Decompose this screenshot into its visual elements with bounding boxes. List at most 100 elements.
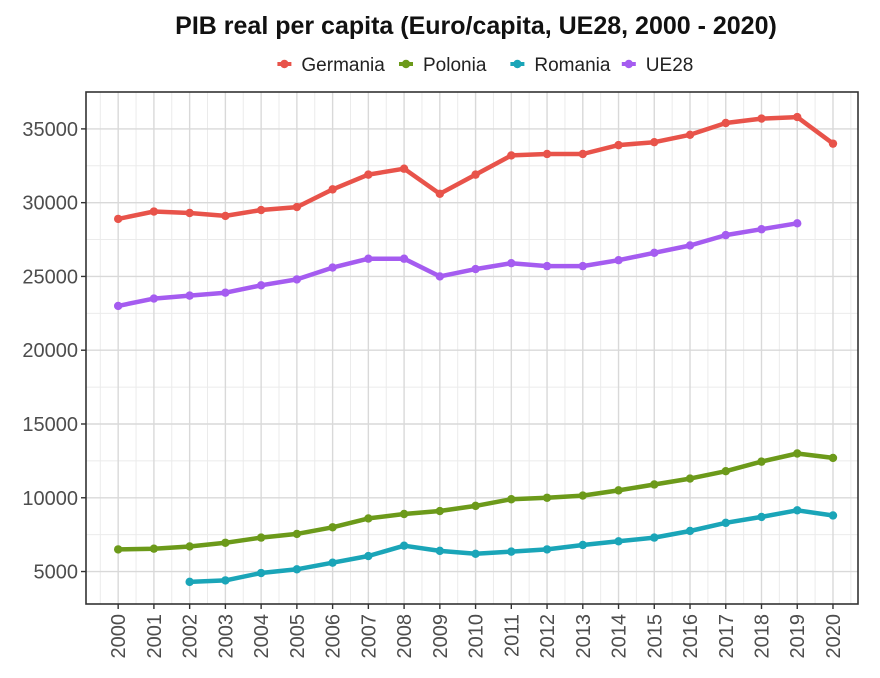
data-point-polonia-2017 (721, 467, 730, 476)
legend-label: Germania (301, 55, 385, 76)
legend: Germania Polonia Romania UE28 (277, 55, 693, 76)
data-point-polonia-2010 (471, 501, 480, 511)
data-point-romania-2008 (399, 541, 409, 550)
data-point-germania-2005 (292, 202, 302, 212)
data-point-polonia-2018 (757, 457, 766, 466)
data-point-polonia-2005 (292, 529, 302, 539)
data-point-polonia-2012 (542, 493, 552, 502)
data-point-polonia-2002 (185, 542, 194, 551)
data-point-polonia-2013 (578, 491, 587, 500)
data-point-romania-2012 (542, 545, 552, 554)
data-point-polonia-2001 (149, 544, 159, 553)
series-line-ue28 (115, 221, 800, 309)
data-point-ue28-2012 (542, 261, 552, 271)
data-point-romania-2009 (435, 546, 445, 556)
x-tick-label: 2003 (215, 614, 237, 659)
data-point-polonia-2019 (793, 449, 802, 458)
x-axis: 2000 2001 2002 2003 2004 2005 2006 2007 2008 2009… (108, 604, 845, 659)
data-point-ue28-2019 (793, 219, 802, 228)
data-point-ue28-2001 (149, 294, 159, 303)
data-point-polonia-2009 (435, 506, 445, 516)
data-point-romania-2016 (685, 526, 695, 536)
data-point-romania-2017 (721, 518, 730, 528)
data-point-ue28-2010 (471, 264, 480, 274)
data-point-polonia-2020 (828, 453, 838, 463)
data-point-germania-2014 (614, 140, 623, 150)
data-point-germania-2008 (399, 164, 409, 173)
data-point-ue28-2009 (435, 272, 445, 281)
x-tick-label: 2020 (823, 614, 845, 659)
data-point-germania-2010 (471, 170, 480, 179)
data-point-germania-2009 (435, 189, 445, 199)
legend-key-point (624, 59, 633, 69)
x-tick-label: 2011 (501, 614, 523, 657)
data-point-ue28-2000 (113, 301, 123, 311)
x-tick-label: 2019 (787, 614, 809, 659)
data-point-germania-2017 (721, 118, 730, 128)
data-point-ue28-2011 (507, 258, 516, 268)
data-point-germania-2012 (542, 149, 552, 159)
legend-key-point (513, 59, 522, 69)
data-point-germania-2018 (757, 114, 766, 123)
data-point-ue28-2005 (292, 275, 302, 284)
data-point-polonia-2011 (507, 495, 516, 504)
plot-panel (86, 92, 858, 604)
legend-label: Polonia (423, 55, 487, 76)
data-point-germania-2002 (185, 208, 194, 218)
data-point-ue28-2014 (614, 256, 623, 265)
series-germania (113, 112, 838, 224)
legend-item-polonia: Polonia (399, 55, 487, 76)
data-point-romania-2015 (650, 533, 659, 542)
series-polonia (113, 449, 838, 554)
data-point-ue28-2004 (256, 281, 266, 290)
series-ue28 (113, 219, 802, 311)
legend-item-germania: Germania (277, 55, 385, 76)
data-point-germania-2015 (650, 137, 659, 147)
data-point-romania-2003 (221, 576, 230, 585)
y-tick-label: 25000 (22, 266, 78, 288)
data-point-romania-2019 (793, 506, 802, 515)
data-point-polonia-2015 (650, 480, 659, 489)
data-point-germania-2019 (793, 112, 802, 122)
series-romania (185, 506, 838, 587)
x-tick-label: 2013 (573, 614, 595, 659)
x-tick-label: 2007 (358, 614, 380, 659)
data-point-polonia-2000 (113, 545, 123, 554)
data-point-ue28-2008 (399, 254, 409, 263)
x-tick-label: 2016 (680, 614, 702, 659)
x-tick-label: 2001 (144, 614, 166, 659)
data-point-romania-2005 (292, 565, 302, 574)
data-point-romania-2014 (614, 537, 623, 546)
series-layer (113, 112, 838, 587)
data-point-ue28-2003 (221, 288, 230, 297)
data-point-germania-2020 (828, 139, 838, 148)
data-point-polonia-2006 (328, 523, 337, 532)
legend-item-ue28: UE28 (621, 55, 694, 76)
y-tick-label: 5000 (34, 562, 79, 584)
x-tick-label: 2004 (251, 614, 273, 659)
data-point-ue28-2006 (328, 263, 337, 272)
data-point-germania-2006 (328, 185, 337, 194)
plot-border (85, 91, 859, 605)
y-tick-label: 20000 (22, 340, 78, 362)
data-point-polonia-2016 (685, 474, 695, 483)
data-point-ue28-2018 (757, 225, 766, 234)
data-point-romania-2002 (185, 577, 194, 587)
data-point-ue28-2013 (578, 261, 587, 271)
data-point-romania-2013 (578, 540, 587, 550)
legend-item-romania: Romania (510, 55, 611, 76)
data-point-germania-2001 (149, 207, 159, 216)
data-point-germania-2004 (256, 205, 266, 215)
data-point-romania-2018 (757, 512, 766, 522)
legend-label: Romania (534, 55, 610, 76)
legend-key-point (280, 59, 289, 69)
x-tick-label: 2006 (323, 614, 345, 659)
data-point-romania-2010 (471, 549, 480, 559)
y-axis: 5000 10000 15000 20000 25000 30000 35000 (22, 119, 86, 584)
y-tick-label: 30000 (22, 193, 78, 215)
legend-label: UE28 (646, 55, 694, 76)
data-point-ue28-2016 (685, 241, 695, 250)
data-point-polonia-2007 (364, 514, 373, 523)
data-point-romania-2006 (328, 558, 337, 567)
